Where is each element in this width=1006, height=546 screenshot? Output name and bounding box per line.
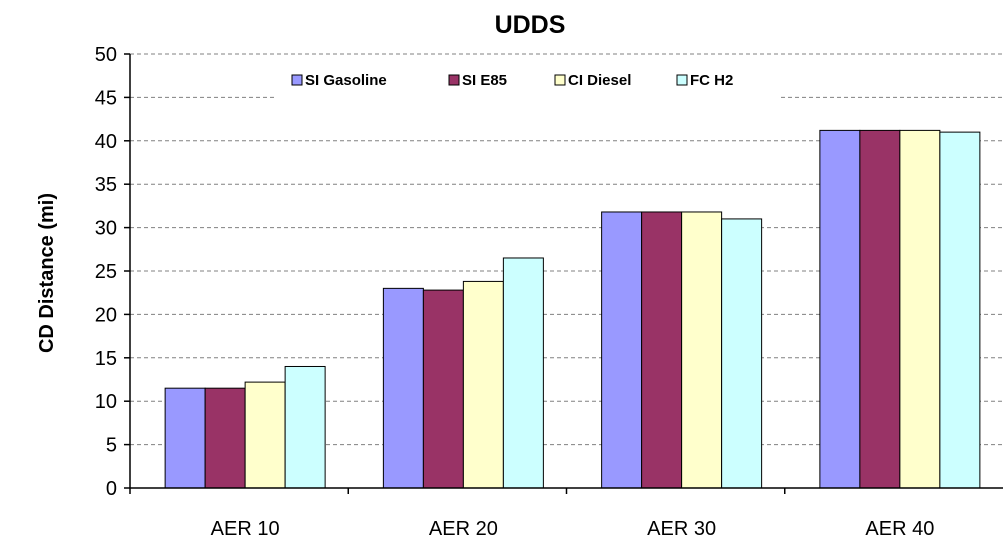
bar bbox=[164, 387, 206, 489]
y-tick-label: 45 bbox=[95, 87, 117, 109]
bar bbox=[899, 129, 941, 489]
legend-swatch bbox=[676, 74, 688, 86]
bar bbox=[502, 257, 544, 489]
bar bbox=[819, 129, 861, 489]
legend-entry: CI Diesel bbox=[568, 72, 631, 89]
x-tick-label: AER 30 bbox=[647, 518, 716, 540]
y-tick-label: 40 bbox=[95, 131, 117, 153]
y-tick-labels: 0 5 10 15 20 25 30 35 40 45 50 bbox=[95, 44, 117, 500]
axes bbox=[124, 53, 1003, 494]
bar bbox=[204, 387, 246, 489]
x-tick-label: AER 40 bbox=[865, 518, 934, 540]
legend: SI Gasoline SI E85 CI Diesel FC H2 bbox=[276, 64, 778, 98]
legend-entry: FC H2 bbox=[690, 72, 733, 89]
y-tick-label: 5 bbox=[106, 435, 117, 457]
x-tick-label: AER 20 bbox=[429, 518, 498, 540]
bar bbox=[721, 218, 763, 489]
y-tick-label: 30 bbox=[95, 218, 117, 240]
x-tick-labels: AER 10 AER 20 AER 30 AER 40 bbox=[211, 518, 935, 540]
gridlines bbox=[130, 53, 1003, 446]
legend-swatch bbox=[448, 74, 460, 86]
y-axis-label: CD Distance (mi) bbox=[36, 193, 58, 353]
bar bbox=[939, 131, 981, 489]
legend-background bbox=[276, 64, 778, 98]
bar bbox=[244, 381, 286, 489]
legend-swatch bbox=[291, 74, 303, 86]
bar bbox=[681, 211, 723, 489]
bar bbox=[601, 211, 643, 489]
y-tick-label: 10 bbox=[95, 391, 117, 413]
bar bbox=[462, 280, 504, 489]
y-tick-label: 0 bbox=[106, 478, 117, 500]
bar bbox=[422, 289, 464, 489]
bar bbox=[859, 129, 901, 489]
y-tick-label: 25 bbox=[95, 261, 117, 283]
y-tick-label: 35 bbox=[95, 174, 117, 196]
x-tick-label: AER 10 bbox=[211, 518, 280, 540]
bar bbox=[641, 211, 683, 489]
bar bbox=[284, 365, 326, 489]
legend-entry: SI E85 bbox=[462, 72, 507, 89]
y-tick-label: 50 bbox=[95, 44, 117, 66]
bar bbox=[382, 287, 424, 489]
y-tick-label: 15 bbox=[95, 348, 117, 370]
legend-swatch bbox=[554, 74, 566, 86]
y-tick-label: 20 bbox=[95, 304, 117, 326]
chart-title: UDDS bbox=[495, 11, 566, 39]
legend-entry: SI Gasoline bbox=[305, 72, 387, 89]
bars bbox=[164, 129, 981, 489]
